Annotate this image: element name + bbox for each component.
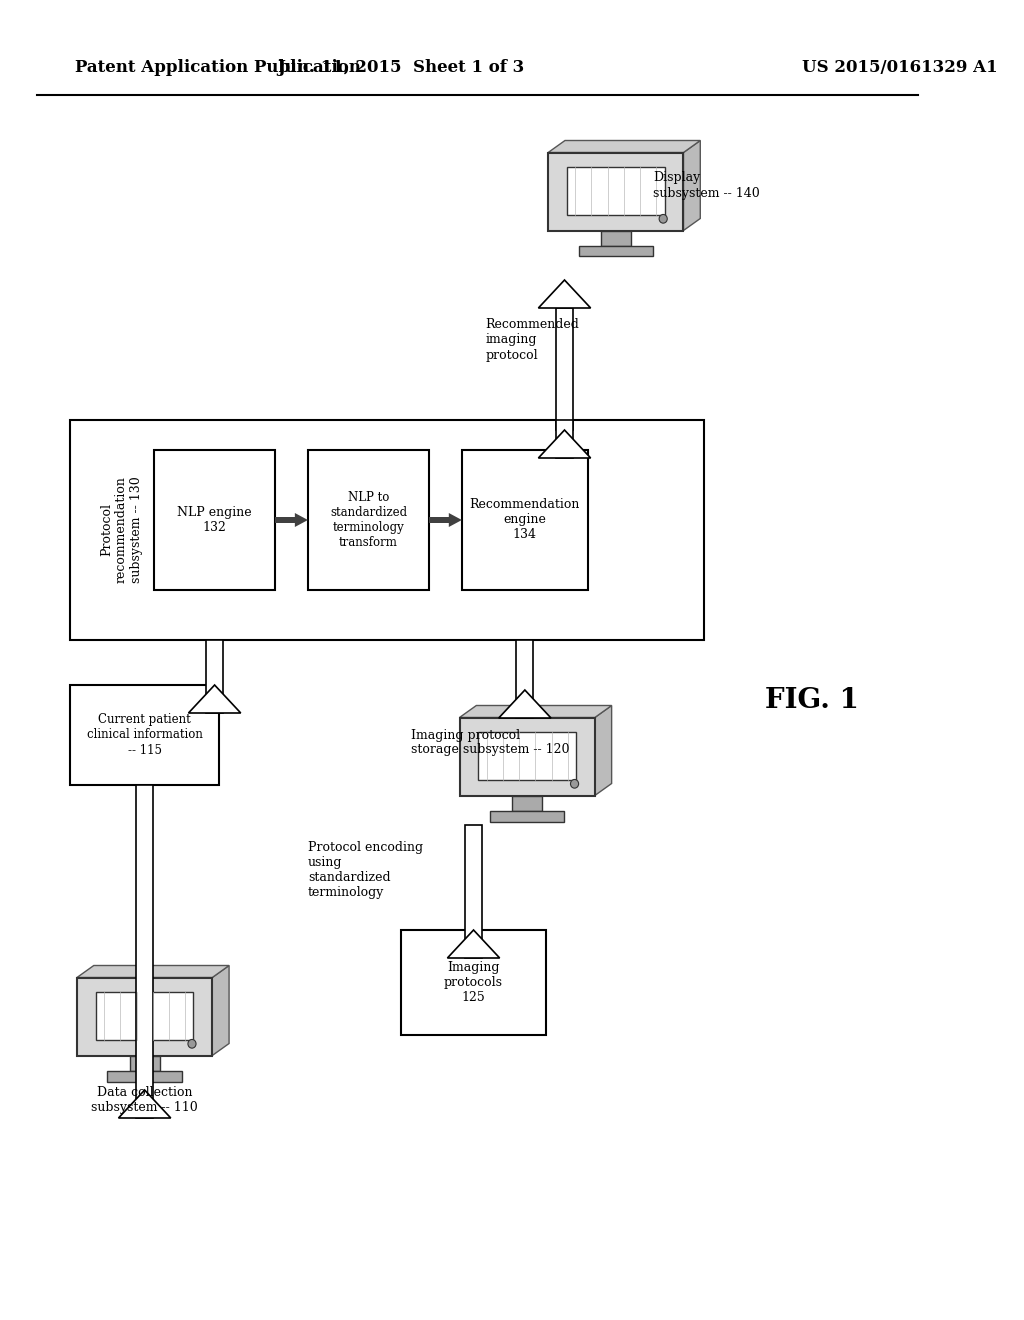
Bar [401,931,546,1035]
Polygon shape [548,140,700,153]
Polygon shape [595,705,611,796]
Polygon shape [188,685,241,713]
Text: NLP engine
132: NLP engine 132 [177,506,252,535]
Bar [601,231,631,246]
Polygon shape [119,1090,171,1118]
Bar [478,731,575,780]
Bar [429,517,449,523]
Text: Recommendation
engine
134: Recommendation engine 134 [470,499,580,541]
Text: Recommended
imaging
protocol: Recommended imaging protocol [485,318,580,362]
Text: storage subsystem -- 120: storage subsystem -- 120 [411,743,569,756]
Bar [136,785,153,1118]
Text: Patent Application Publication: Patent Application Publication [75,59,360,77]
Text: Jun. 11, 2015  Sheet 1 of 3: Jun. 11, 2015 Sheet 1 of 3 [278,59,525,77]
Text: Imaging
protocols
125: Imaging protocols 125 [444,961,503,1005]
Bar [556,308,572,430]
Bar [154,450,275,590]
Bar [548,153,683,231]
Bar [108,1071,182,1081]
Bar [465,825,482,958]
Bar [490,810,564,821]
Text: US 2015/0161329 A1: US 2015/0161329 A1 [803,59,998,77]
Bar [567,166,665,215]
Bar [308,450,429,590]
Text: Protocol encoding
using
standardized
terminology: Protocol encoding using standardized ter… [308,841,423,899]
Polygon shape [295,513,308,527]
Polygon shape [77,965,229,978]
Circle shape [188,1039,196,1048]
Text: Imaging protocol: Imaging protocol [411,729,520,742]
Circle shape [570,779,579,788]
Bar [516,640,534,718]
Polygon shape [460,705,611,718]
Text: subsystem -- 140: subsystem -- 140 [653,186,760,199]
Bar [70,420,705,640]
Text: Current patient
clinical information
-- 115: Current patient clinical information -- … [87,714,203,756]
Circle shape [659,214,668,223]
Polygon shape [449,513,462,527]
Bar [96,991,194,1040]
Bar [556,420,572,458]
Polygon shape [212,965,229,1056]
Text: NLP to
standardized
terminology
transform: NLP to standardized terminology transfor… [330,491,408,549]
Bar [462,450,588,590]
Bar [206,640,223,713]
Text: FIG. 1: FIG. 1 [765,686,859,714]
Text: Protocol
recommendation
subsystem -- 130: Protocol recommendation subsystem -- 130 [99,477,142,583]
Bar [77,978,212,1056]
Text: Display: Display [653,172,700,185]
Bar [512,796,542,810]
Polygon shape [447,931,500,958]
Bar [70,685,219,785]
Bar [275,517,295,523]
Bar [130,1056,160,1071]
Polygon shape [539,430,591,458]
Polygon shape [539,280,591,308]
Text: Data collection
subsystem -- 110: Data collection subsystem -- 110 [91,1086,198,1114]
Polygon shape [683,140,700,231]
Bar [460,718,595,796]
Bar [579,246,653,256]
Polygon shape [499,690,551,718]
